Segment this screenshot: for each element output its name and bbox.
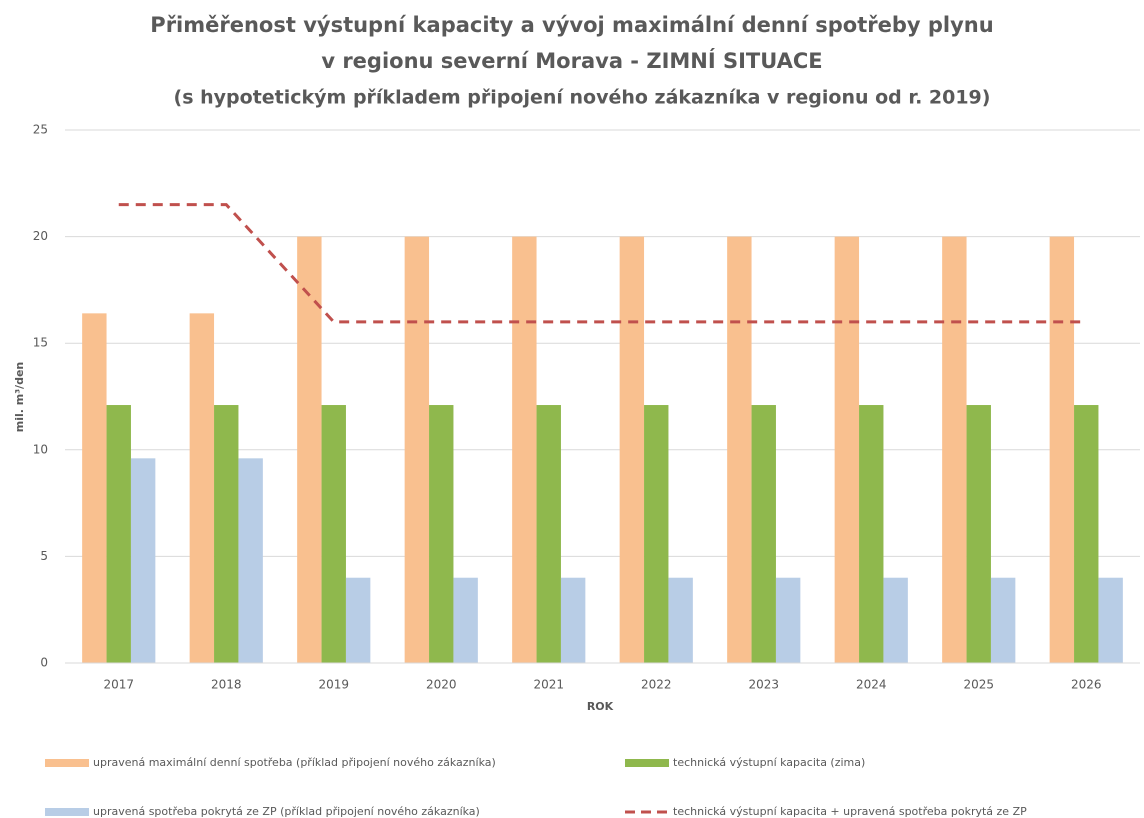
bar [775,577,801,663]
bar [942,236,967,663]
bar [512,236,537,663]
bar [1098,577,1123,663]
bar [404,236,430,663]
bar [859,405,884,663]
legend-label: upravená maximální denní spotřeba (příkl… [93,756,496,769]
legend-swatch [625,759,669,767]
x-tick-label: 2023 [748,678,779,692]
bar [883,577,908,663]
bar [966,405,991,663]
x-tick-label: 2026 [1071,678,1102,692]
y-tick-label: 25 [33,123,48,137]
chart-title: v regionu severní Morava - ZIMNÍ SITUACE [321,48,822,73]
bar [644,405,669,663]
x-tick-label: 2021 [533,678,564,692]
bar [238,458,263,663]
x-tick-label: 2025 [963,678,994,692]
chart-title: Přiměřenost výstupní kapacity a vývoj ma… [150,13,993,37]
legend-label: technická výstupní kapacita + upravená s… [673,805,1027,818]
x-axis-label: ROK [587,700,614,713]
legend-label: technická výstupní kapacita (zima) [673,756,865,769]
x-tick-label: 2020 [426,678,457,692]
y-tick-label: 15 [33,336,48,350]
bar [751,405,776,663]
x-tick-label: 2018 [211,678,242,692]
bar [189,313,215,663]
line [118,203,1087,324]
bar [834,236,860,663]
y-tick-label: 20 [33,229,48,243]
bar [668,577,693,663]
legend-label: upravená spotřeba pokrytá ze ZP (příklad… [93,805,480,818]
bar [429,405,454,663]
y-tick-label: 10 [33,442,48,456]
y-tick-label: 0 [40,656,48,670]
bar [130,458,156,663]
bar [321,405,346,663]
bar [560,577,586,663]
bar [453,577,478,663]
y-axis-label: mil. m³/den [13,362,26,432]
legend-swatch [45,759,89,767]
bar [1074,405,1099,663]
chart-subtitle: (s hypotetickým příkladem připojení nové… [174,87,991,109]
bar [297,236,322,663]
bar [82,313,107,663]
legend-swatch [45,808,89,816]
bar [727,236,752,663]
x-tick-label: 2024 [856,678,887,692]
bar [536,405,561,663]
bar [619,236,645,663]
bar [1049,236,1075,663]
bar [990,577,1016,663]
y-tick-label: 5 [40,549,48,563]
bar [345,577,371,663]
bar [106,405,131,663]
x-tick-label: 2017 [103,678,134,692]
x-tick-label: 2019 [318,678,349,692]
x-tick-label: 2022 [641,678,672,692]
bar [214,405,239,663]
